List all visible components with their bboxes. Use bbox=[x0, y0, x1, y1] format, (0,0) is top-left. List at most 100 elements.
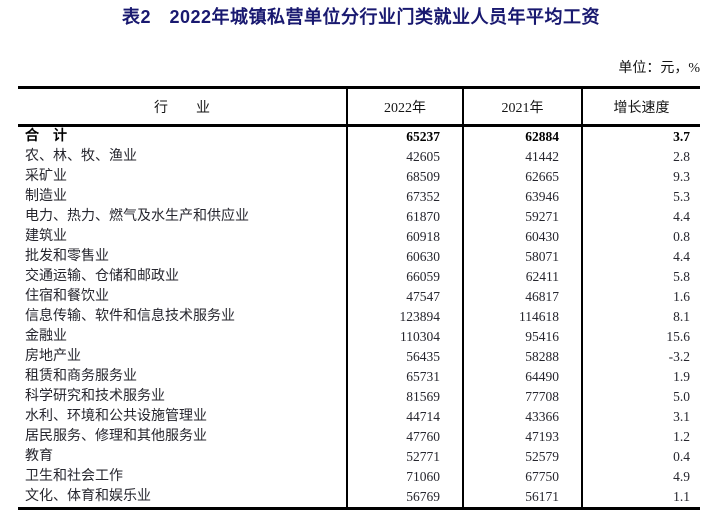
value-2021-cell: 95416 bbox=[462, 327, 582, 347]
value-2022-cell: 71060 bbox=[346, 467, 463, 487]
growth-cell: 5.0 bbox=[581, 387, 700, 407]
industry-cell: 居民服务、修理和其他服务业 bbox=[25, 429, 207, 444]
growth-cell: 2.8 bbox=[581, 147, 700, 167]
header-growth: 增长速度 bbox=[581, 87, 700, 127]
value-2022-cell: 65731 bbox=[346, 367, 463, 387]
value-2022-cell: 110304 bbox=[346, 327, 463, 347]
value-2021-cell: 59271 bbox=[462, 207, 582, 227]
growth-cell: 3.7 bbox=[581, 125, 700, 147]
value-2021-cell: 56171 bbox=[462, 487, 582, 509]
value-2021-cell: 58288 bbox=[462, 347, 582, 367]
value-2022-cell: 81569 bbox=[346, 387, 463, 407]
growth-cell: 4.9 bbox=[581, 467, 700, 487]
value-2021-cell: 62665 bbox=[462, 167, 582, 187]
value-2022-cell: 68509 bbox=[346, 167, 463, 187]
industry-cell: 交通运输、仓储和邮政业 bbox=[25, 269, 179, 284]
growth-cell: 1.6 bbox=[581, 287, 700, 307]
value-2022-cell: 52771 bbox=[346, 447, 463, 467]
industry-cell: 文化、体育和娱乐业 bbox=[25, 489, 151, 504]
value-2022-cell: 56769 bbox=[346, 487, 463, 509]
industry-cell: 批发和零售业 bbox=[25, 249, 109, 264]
value-2022-cell: 60630 bbox=[346, 247, 463, 267]
growth-cell: 3.1 bbox=[581, 407, 700, 427]
value-2022-cell: 60918 bbox=[346, 227, 463, 247]
table-row: 农、林、牧、渔业 42605 41442 2.8 bbox=[18, 147, 700, 167]
value-2022-cell: 67352 bbox=[346, 187, 463, 207]
value-2022-cell: 66059 bbox=[346, 267, 463, 287]
value-2021-cell: 41442 bbox=[462, 147, 582, 167]
industry-cell: 采矿业 bbox=[25, 169, 67, 184]
value-2021-cell: 64490 bbox=[462, 367, 582, 387]
table-header: 行 业 2022年 2021年 增长速度 bbox=[18, 87, 700, 127]
value-2021-cell: 77708 bbox=[462, 387, 582, 407]
growth-cell: -3.2 bbox=[581, 347, 700, 367]
value-2022-cell: 123894 bbox=[346, 307, 463, 327]
growth-cell: 4.4 bbox=[581, 207, 700, 227]
industry-cell: 合 计 bbox=[25, 129, 67, 144]
growth-cell: 4.4 bbox=[581, 247, 700, 267]
industry-cell: 建筑业 bbox=[25, 229, 67, 244]
table-row: 建筑业 60918 60430 0.8 bbox=[18, 227, 700, 247]
table-row: 交通运输、仓储和邮政业 66059 62411 5.8 bbox=[18, 267, 700, 287]
industry-cell: 水利、环境和公共设施管理业 bbox=[25, 409, 207, 424]
table-row: 水利、环境和公共设施管理业 44714 43366 3.1 bbox=[18, 407, 700, 427]
value-2021-cell: 58071 bbox=[462, 247, 582, 267]
value-2022-cell: 42605 bbox=[346, 147, 463, 167]
table-body: 合 计 65237 62884 3.7 农、林、牧、渔业 42605 41442… bbox=[18, 125, 700, 509]
value-2022-cell: 61870 bbox=[346, 207, 463, 227]
value-2021-cell: 63946 bbox=[462, 187, 582, 207]
header-row: 行 业 2022年 2021年 增长速度 bbox=[18, 87, 700, 127]
growth-cell: 1.2 bbox=[581, 427, 700, 447]
table-row: 制造业 67352 63946 5.3 bbox=[18, 187, 700, 207]
value-2021-cell: 67750 bbox=[462, 467, 582, 487]
value-2021-cell: 43366 bbox=[462, 407, 582, 427]
header-2022: 2022年 bbox=[346, 87, 463, 127]
value-2021-cell: 62411 bbox=[462, 267, 582, 287]
table-row: 卫生和社会工作 71060 67750 4.9 bbox=[18, 467, 700, 487]
table-row: 教育 52771 52579 0.4 bbox=[18, 447, 700, 467]
table-row: 文化、体育和娱乐业 56769 56171 1.1 bbox=[18, 487, 700, 509]
industry-cell: 卫生和社会工作 bbox=[25, 469, 123, 484]
header-industry: 行 业 bbox=[18, 87, 347, 127]
value-2021-cell: 62884 bbox=[462, 125, 582, 147]
growth-cell: 8.1 bbox=[581, 307, 700, 327]
table-row: 房地产业 56435 58288 -3.2 bbox=[18, 347, 700, 367]
industry-cell: 电力、热力、燃气及水生产和供应业 bbox=[25, 209, 249, 224]
industry-cell: 金融业 bbox=[25, 329, 67, 344]
growth-cell: 1.9 bbox=[581, 367, 700, 387]
table-row: 信息传输、软件和信息技术服务业 123894 114618 8.1 bbox=[18, 307, 700, 327]
value-2022-cell: 47547 bbox=[346, 287, 463, 307]
page-title: 表2 2022年城镇私营单位分行业门类就业人员年平均工资 bbox=[121, 7, 601, 27]
growth-cell: 9.3 bbox=[581, 167, 700, 187]
industry-cell: 房地产业 bbox=[25, 349, 81, 364]
value-2021-cell: 46817 bbox=[462, 287, 582, 307]
growth-cell: 0.8 bbox=[581, 227, 700, 247]
industry-cell: 制造业 bbox=[25, 189, 67, 204]
industry-cell: 住宿和餐饮业 bbox=[25, 289, 109, 304]
industry-cell: 教育 bbox=[25, 449, 53, 464]
growth-cell: 5.3 bbox=[581, 187, 700, 207]
table-row: 住宿和餐饮业 47547 46817 1.6 bbox=[18, 287, 700, 307]
industry-cell: 信息传输、软件和信息技术服务业 bbox=[25, 309, 235, 324]
growth-cell: 0.4 bbox=[581, 447, 700, 467]
value-2022-cell: 65237 bbox=[346, 125, 463, 147]
value-2022-cell: 47760 bbox=[346, 427, 463, 447]
value-2021-cell: 47193 bbox=[462, 427, 582, 447]
growth-cell: 1.1 bbox=[581, 487, 700, 509]
table-row: 金融业 110304 95416 15.6 bbox=[18, 327, 700, 347]
growth-cell: 5.8 bbox=[581, 267, 700, 287]
value-2022-cell: 44714 bbox=[346, 407, 463, 427]
value-2021-cell: 52579 bbox=[462, 447, 582, 467]
value-2021-cell: 60430 bbox=[462, 227, 582, 247]
table-row: 居民服务、修理和其他服务业 47760 47193 1.2 bbox=[18, 427, 700, 447]
table-row: 采矿业 68509 62665 9.3 bbox=[18, 167, 700, 187]
table-row: 租赁和商务服务业 65731 64490 1.9 bbox=[18, 367, 700, 387]
header-2021: 2021年 bbox=[462, 87, 582, 127]
unit-note: 单位：元，% bbox=[618, 61, 700, 76]
wage-table: 行 业 2022年 2021年 增长速度 合 计 65237 62884 3.7… bbox=[18, 86, 700, 510]
industry-cell: 科学研究和技术服务业 bbox=[25, 389, 165, 404]
value-2021-cell: 114618 bbox=[462, 307, 582, 327]
table-row: 批发和零售业 60630 58071 4.4 bbox=[18, 247, 700, 267]
industry-cell: 农、林、牧、渔业 bbox=[25, 149, 137, 164]
